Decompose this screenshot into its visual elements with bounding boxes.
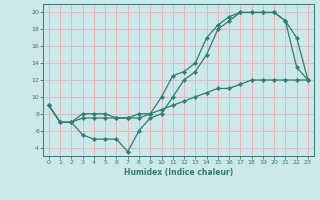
X-axis label: Humidex (Indice chaleur): Humidex (Indice chaleur): [124, 168, 233, 177]
